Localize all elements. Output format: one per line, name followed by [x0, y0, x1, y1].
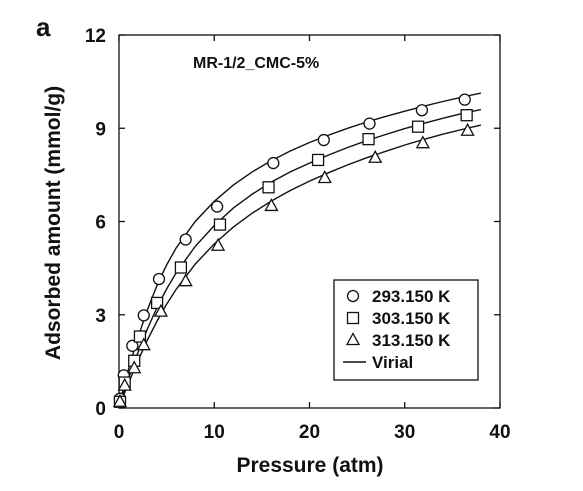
x-tick-label: 10 — [204, 422, 225, 443]
data-point-triangle — [117, 377, 132, 391]
data-point-circle — [126, 339, 139, 352]
data-point-square — [411, 120, 425, 133]
data-point-circle — [152, 272, 166, 286]
data-point-triangle — [264, 198, 279, 212]
x-tick-label: 0 — [114, 422, 125, 443]
legend-marker-square — [346, 311, 360, 325]
x-axis-title: Pressure (atm) — [236, 454, 383, 477]
data-point-square — [150, 296, 164, 310]
legend-marker-circle — [346, 289, 360, 303]
data-point-triangle — [178, 273, 193, 287]
data-point-triangle — [415, 135, 430, 149]
data-point-circle — [267, 156, 280, 170]
x-tick-label: 30 — [394, 422, 415, 443]
data-point-triangle — [112, 393, 128, 407]
legend-label: 293.150 K — [372, 287, 451, 306]
data-point-circle — [317, 133, 330, 147]
data-point-square — [174, 261, 188, 274]
legend-label: Virial — [372, 353, 413, 372]
y-tick-label: 0 — [95, 399, 106, 420]
data-point-circle — [458, 93, 471, 106]
data-point-triangle — [460, 122, 475, 136]
data-point-triangle — [136, 337, 151, 351]
legend-label: 313.150 K — [372, 331, 451, 350]
data-point-square — [460, 109, 473, 122]
data-point-square — [213, 218, 227, 231]
data-point-square — [262, 181, 275, 194]
data-point-circle — [363, 117, 376, 130]
data-point-square — [311, 153, 325, 167]
x-tick-label: 40 — [489, 422, 510, 443]
data-point-circle — [415, 104, 429, 117]
data-point-circle — [179, 233, 192, 246]
data-point-triangle — [210, 237, 226, 251]
data-point-triangle — [153, 303, 169, 317]
y-tick-label: 3 — [95, 306, 106, 327]
legend-label: 303.150 K — [372, 309, 451, 328]
y-axis-title: Adsorbed amount (mmol/g) — [42, 86, 65, 360]
data-point-triangle — [368, 149, 383, 163]
plot-area: 0 10 20 30 40 0 3 6 9 12 293.150 K 303.150 K 313.150… — [85, 26, 511, 443]
data-point-triangle — [127, 360, 142, 374]
sample-annotation: MR-1/2_CMC-5% — [193, 55, 319, 72]
y-tick-label: 6 — [95, 213, 106, 234]
data-point-square — [362, 132, 375, 146]
data-point-square — [133, 330, 147, 343]
data-point-circle — [210, 200, 224, 213]
y-tick-label: 9 — [95, 119, 106, 140]
y-tick-label: 12 — [85, 26, 106, 47]
legend-marker-triangle — [345, 332, 361, 346]
data-point-triangle — [317, 170, 332, 184]
panel-label: a — [36, 12, 51, 42]
x-tick-label: 20 — [299, 422, 320, 443]
data-point-circle — [137, 309, 150, 322]
